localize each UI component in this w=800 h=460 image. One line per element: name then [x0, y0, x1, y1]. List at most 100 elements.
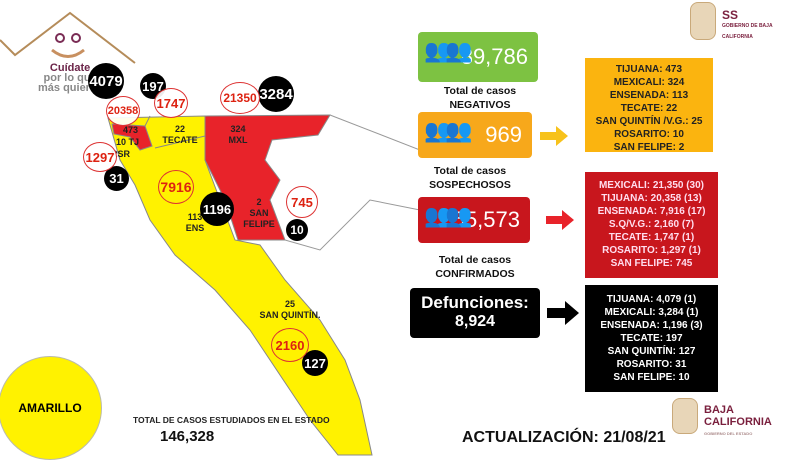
suspects-box: 👥👥 969	[418, 112, 532, 158]
semaforo-circle: AMARILLO	[0, 356, 102, 460]
deaths-label: Defunciones:	[421, 293, 529, 312]
footer-logo-line: CALIFORNIA	[704, 416, 772, 428]
negatives-caption: Total de casos NEGATIVOS	[425, 84, 535, 112]
caption-line: Total de casos	[433, 165, 507, 177]
list-item: TIJUANA: 473	[615, 64, 683, 75]
negatives-box: 👥👥 89,786	[418, 32, 538, 82]
confirmed-caption: Total de casos CONFIRMADOS	[420, 253, 530, 281]
list-item: SAN FELIPE: 10	[613, 372, 690, 383]
map-label: RSR	[111, 149, 131, 159]
map-label: FELIPE	[243, 219, 275, 229]
confirmed-badge-tijuana: 20358	[106, 96, 140, 126]
map-label-sf: 2 SAN FELIPE	[242, 197, 276, 230]
confirmed-badge-ensenada: 7916	[158, 170, 194, 204]
footer-logo-line: BAJA	[704, 404, 734, 416]
list-item: SAN FELIPE: 2	[613, 142, 685, 153]
map-label-mxl: 324 MXL	[218, 124, 258, 146]
footer-logo: BAJA CALIFORNIA GOBIERNO DEL ESTADO	[704, 404, 772, 440]
arrow-right-icon	[546, 210, 574, 230]
list-item: ROSARITO: 1,297 (1)	[602, 245, 701, 256]
list-item: ROSARITO: 31	[616, 359, 687, 370]
footer-logo-line: GOBIERNO DEL ESTADO	[704, 431, 753, 436]
logo-tagline: Cuídate por lo que más quieres	[38, 62, 103, 94]
map-label: 22	[174, 124, 185, 134]
deaths-badge-tecate: 197	[140, 73, 166, 99]
confirmed-badge-rosarito: 1297	[83, 142, 117, 172]
deaths-badge-mexicali: 3284	[258, 76, 294, 112]
header-logo-subtitle: GOBIERNO DE BAJA CALIFORNIA	[722, 23, 773, 40]
caption-line: Total de casos	[443, 85, 517, 97]
confirmed-badge-san-quintin: 2160	[271, 328, 309, 362]
caption-line: CONFIRMADOS	[435, 268, 515, 280]
list-item: TIJUANA: 20,358 (13)	[601, 193, 702, 204]
map-label: ENS	[185, 223, 205, 233]
confirmed-badge-mexicali: 21350	[220, 82, 260, 114]
list-item: ENSENADA: 113	[609, 90, 689, 101]
coat-of-arms-icon	[672, 398, 698, 434]
map-label-sq: 25 SAN QUINTÍN.	[250, 299, 330, 321]
confirmed-badge-san-felipe: 745	[286, 186, 318, 218]
map-region-tecate-border	[144, 115, 206, 149]
total-studied-label: TOTAL DE CASOS ESTUDIADOS EN EL ESTADO	[133, 415, 330, 425]
tagline-line: Cuídate	[49, 62, 91, 74]
negatives-value: 89,786	[460, 44, 528, 69]
deaths-badge-tijuana: 4079	[88, 63, 124, 99]
coat-of-arms-icon	[690, 2, 716, 40]
confirmed-list: MEXICALI: 21,350 (30) TIJUANA: 20,358 (13…	[585, 172, 718, 278]
people-icon: 👥👥	[424, 38, 473, 63]
header-logo: SS GOBIERNO DE BAJA CALIFORNIA	[722, 8, 800, 43]
map-label: 473	[123, 125, 139, 135]
list-item: SAN QUINTÍN: 127	[607, 346, 696, 357]
caption-line: Total de casos	[438, 254, 512, 266]
map-label: TECATE	[162, 135, 198, 145]
arrow-right-icon	[540, 126, 568, 146]
map-label: 324	[230, 124, 246, 134]
list-item: TECATE: 1,747 (1)	[608, 232, 695, 243]
map-label-ens: 113 ENS	[178, 212, 212, 234]
map-label: 2	[256, 197, 262, 207]
confirmed-badge-tecate: 1747	[154, 88, 188, 118]
map-label: SAN QUINTÍN.	[259, 310, 321, 320]
map-label: 10 TJ	[116, 137, 140, 147]
list-item: MEXICALI: 324	[613, 77, 685, 88]
list-item: ENSENADA: 1,196 (3)	[600, 320, 703, 331]
deaths-badge-ensenada: 1196	[200, 192, 234, 226]
list-item: SAN QUINTÍN /V.G.: 25	[595, 116, 703, 127]
list-item: ENSENADA: 7,916 (17)	[597, 206, 706, 217]
deaths-badge-san-felipe: 10	[286, 219, 308, 241]
header-logo-abbr: SS	[722, 8, 739, 22]
people-icon: 👥👥	[424, 203, 473, 228]
deaths-value: 8,924	[454, 313, 496, 330]
list-item: ROSARITO: 10	[614, 129, 684, 140]
map-label: 113	[187, 212, 203, 222]
update-date: ACTUALIZACIÓN: 21/08/21	[462, 429, 666, 446]
list-item: SAN FELIPE: 745	[610, 258, 693, 269]
list-item: TECATE: 197	[620, 333, 683, 344]
confirmed-box: 👥👥 55,573	[418, 197, 530, 243]
tagline-line: más quieres	[38, 82, 103, 94]
list-item: S.Q/V.G.: 2,160 (7)	[608, 219, 695, 230]
suspects-value: 969	[485, 122, 522, 147]
map-label: 25	[284, 299, 295, 309]
tagline-line: por lo que	[43, 72, 97, 84]
map-sonora-border	[284, 114, 420, 251]
list-item: MEXICALI: 21,350 (30)	[598, 180, 705, 191]
caption-line: SOSPECHOSOS	[429, 179, 511, 191]
total-studied-value: 146,328	[160, 428, 215, 445]
house-logo-icon	[0, 11, 136, 64]
list-item: TECATE: 22	[620, 103, 678, 114]
list-item: TIJUANA: 4,079 (1)	[606, 294, 697, 305]
map-label: SAN	[249, 208, 269, 218]
suspects-list: TIJUANA: 473 MEXICALI: 324 ENSENADA: 113 TE…	[585, 58, 713, 153]
suspects-caption: Total de casos SOSPECHOSOS	[415, 164, 525, 192]
map-label-tecate: 22 TECATE	[160, 124, 200, 146]
people-icon: 👥👥	[424, 118, 473, 143]
deaths-list: TIJUANA: 4,079 (1) MEXICALI: 3,284 (1) ENS…	[585, 285, 718, 392]
deaths-box: Defunciones: 8,924	[410, 288, 540, 338]
deaths-badge-san-quintin: 127	[302, 350, 328, 376]
map-label: MXL	[228, 135, 248, 145]
list-item: MEXICALI: 3,284 (1)	[604, 307, 699, 318]
caption-line: NEGATIVOS	[449, 99, 511, 111]
confirmed-value: 55,573	[452, 207, 520, 232]
arrow-right-icon	[547, 301, 579, 325]
